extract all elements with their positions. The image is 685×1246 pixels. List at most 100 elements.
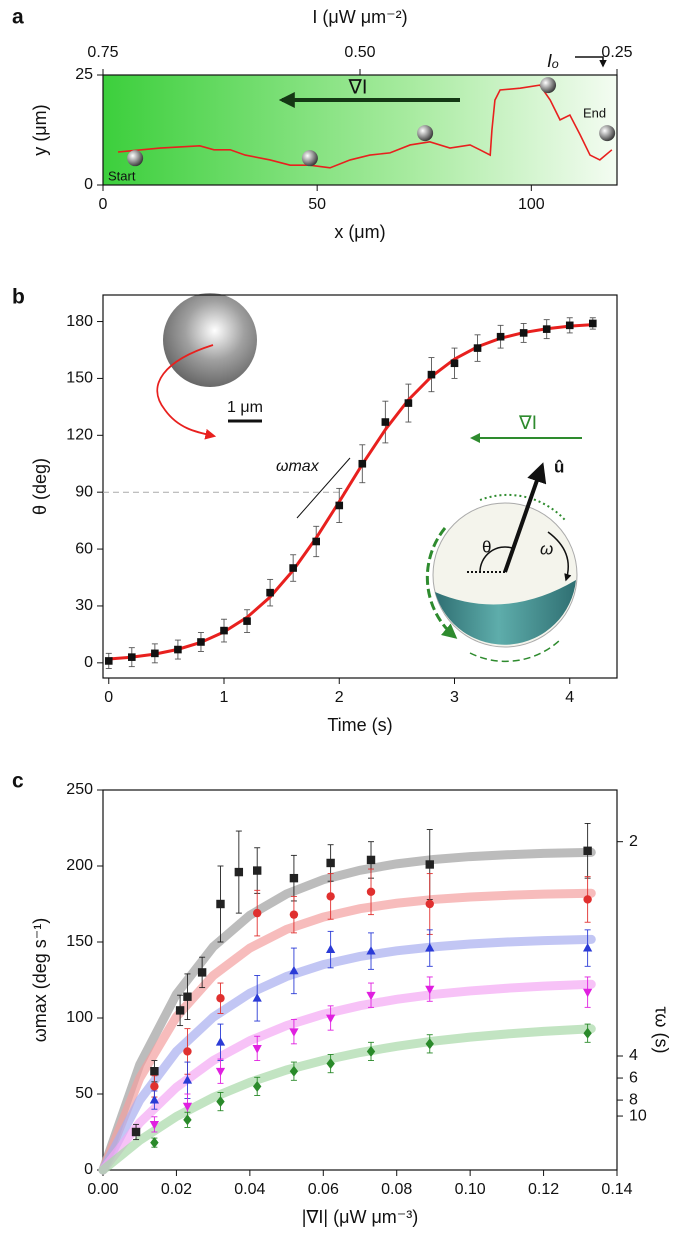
- intensity-label: Iₒ: [547, 51, 559, 71]
- bead: [540, 77, 557, 94]
- data-point: [519, 329, 528, 337]
- x-tick-label: 4: [565, 689, 574, 706]
- y-tick-label: 30: [75, 597, 93, 614]
- y-tick-label: 150: [66, 370, 93, 387]
- rotation-arc: [479, 493, 566, 521]
- tangent-line: [296, 457, 351, 519]
- data-point: [182, 1075, 193, 1084]
- bead: [599, 125, 616, 142]
- data-point: [425, 860, 434, 869]
- data-point: [149, 1121, 160, 1130]
- data-point: [234, 867, 244, 877]
- data-point: [252, 1045, 262, 1054]
- data-point: [366, 946, 376, 955]
- y2-tick-label: 10: [629, 1107, 647, 1124]
- x-tick-label: 0: [99, 196, 108, 213]
- panel-label: c: [12, 770, 24, 793]
- omega-label: ω: [540, 539, 553, 558]
- fit-line: [108, 323, 593, 661]
- y-tick-label: 0: [84, 176, 93, 193]
- data-point: [366, 991, 376, 1001]
- data-point: [358, 459, 367, 468]
- y-tick-label: 150: [66, 933, 93, 950]
- data-point: [565, 321, 574, 330]
- y-axis-label: θ (deg): [30, 458, 50, 515]
- data-point: [266, 588, 274, 597]
- rotation-path: [156, 344, 217, 440]
- data-point: [366, 1045, 376, 1057]
- end-label: End: [583, 105, 606, 120]
- data-point: [312, 537, 321, 546]
- data-point: [174, 645, 182, 654]
- y2-tick-label: 6: [629, 1069, 638, 1086]
- plot-frame: [102, 294, 618, 679]
- data-point: [220, 626, 228, 635]
- data-point: [381, 418, 390, 426]
- x-tick-label: 2: [335, 689, 344, 706]
- data-point: [197, 638, 205, 646]
- data-point: [289, 564, 297, 572]
- data-point: [183, 1047, 192, 1056]
- panel-label: a: [12, 6, 24, 29]
- y-axis-label: ωmax (deg s⁻¹): [30, 918, 50, 1043]
- theta-arc: [479, 546, 513, 573]
- data-point: [326, 892, 335, 901]
- x-tick-label: 0: [104, 689, 113, 706]
- x2-tick-label: 0.50: [344, 44, 375, 61]
- data-point: [215, 1037, 226, 1046]
- x-axis-label: |∇I| (μW μm⁻³): [302, 1207, 419, 1227]
- y-tick-label: 180: [66, 313, 93, 330]
- panel-a-background: [103, 75, 617, 185]
- data-point: [583, 1027, 592, 1039]
- data-point: [197, 968, 207, 977]
- x2-axis-label: I (μW μm⁻²): [312, 7, 407, 27]
- y-tick-label: 25: [75, 66, 93, 83]
- gradient-label: ∇I: [348, 76, 368, 98]
- data-point: [104, 657, 113, 665]
- y-axis-label: y (μm): [30, 104, 50, 155]
- bead: [127, 150, 144, 167]
- y-tick-label: 100: [66, 1009, 93, 1026]
- data-point: [216, 1096, 225, 1108]
- data-point: [289, 965, 299, 975]
- x-tick-label: 0.10: [455, 1181, 486, 1198]
- data-point: [289, 1028, 299, 1037]
- data-point: [289, 873, 299, 883]
- omega-arrow: [547, 531, 572, 582]
- data-point: [183, 992, 192, 1001]
- theta-label: θ: [482, 537, 491, 556]
- x-tick-label: 0.14: [601, 1181, 632, 1198]
- bead-inset: [163, 293, 257, 387]
- data-point: [216, 994, 225, 1003]
- data-point: [588, 319, 597, 328]
- fit-curve: [98, 979, 596, 1175]
- data-point: [182, 1102, 193, 1112]
- x-tick-label: 1: [220, 689, 229, 706]
- data-point: [366, 887, 376, 897]
- y-tick-label: 250: [66, 781, 93, 798]
- x-tick-label: 0.04: [234, 1181, 265, 1198]
- x-axis-label: x (μm): [334, 222, 385, 242]
- data-point: [326, 1058, 335, 1070]
- data-point: [542, 325, 551, 333]
- data-point: [215, 1067, 226, 1077]
- data-point: [583, 895, 592, 904]
- gradient-label: ∇I: [518, 413, 537, 434]
- data-point: [289, 1065, 299, 1077]
- data-point: [326, 944, 336, 953]
- data-point: [175, 1006, 185, 1015]
- data-point: [326, 858, 335, 868]
- omega-max-label: ωmax: [276, 458, 320, 475]
- x-tick-label: 0.02: [161, 1181, 192, 1198]
- data-point: [149, 1095, 160, 1104]
- x2-tick-label: 0.25: [601, 44, 632, 61]
- data-point: [252, 993, 262, 1002]
- data-point: [150, 1137, 159, 1149]
- data-point: [253, 1080, 262, 1092]
- rotation-arc: [425, 527, 458, 639]
- rotation-arc: [469, 639, 561, 663]
- data-point: [151, 649, 159, 658]
- trajectory: [117, 84, 613, 169]
- intensity-arrow: [575, 56, 607, 68]
